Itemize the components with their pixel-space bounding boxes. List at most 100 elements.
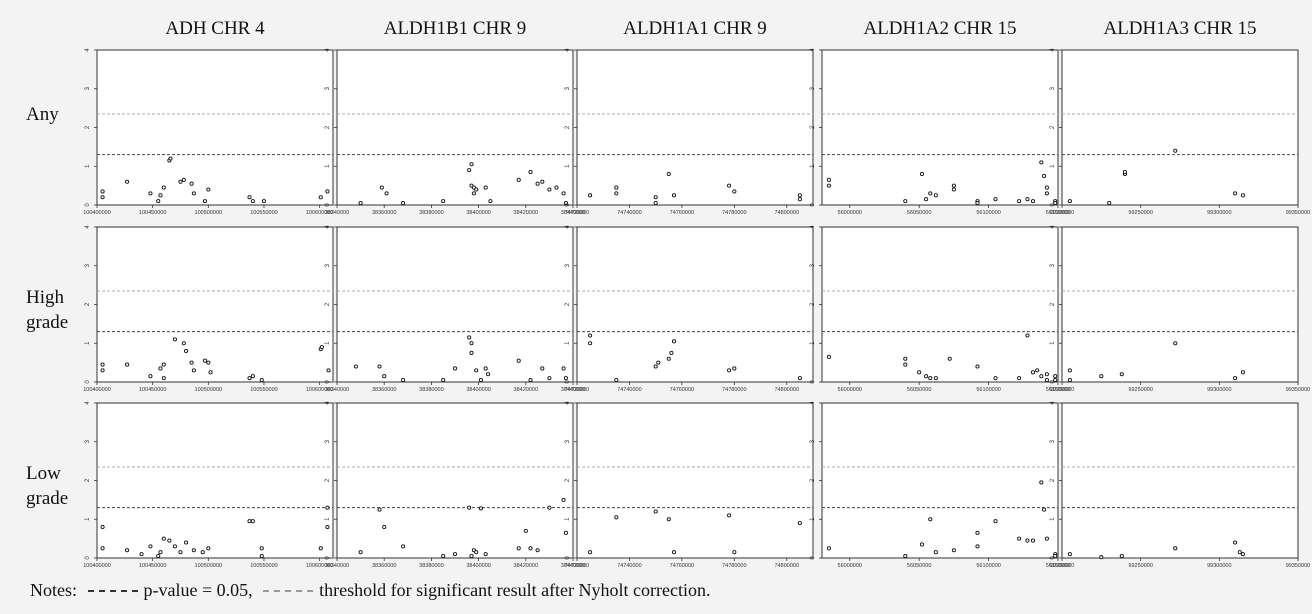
- data-point: [1053, 201, 1058, 206]
- data-point: [547, 376, 552, 381]
- x-tick-label: 74720000: [565, 387, 589, 393]
- y-tick-label: 0: [1050, 203, 1056, 207]
- y-tick-label: 0: [810, 556, 816, 560]
- data-point: [206, 187, 211, 192]
- nyholt-legend-text: threshold for significant result after N…: [319, 580, 711, 600]
- data-point: [1017, 199, 1022, 204]
- x-tick-label: 38380000: [419, 563, 443, 569]
- data-point: [528, 546, 533, 551]
- data-point: [1044, 185, 1049, 190]
- data-point: [993, 519, 998, 524]
- data-point: [358, 550, 363, 555]
- data-point: [561, 366, 566, 371]
- data-point: [903, 362, 908, 367]
- data-point: [250, 519, 255, 524]
- y-tick-label: 0: [1050, 556, 1056, 560]
- data-point: [1042, 173, 1047, 178]
- y-tick-label: 0: [85, 556, 91, 560]
- x-tick-label: 100400000: [83, 387, 111, 393]
- data-point: [1233, 376, 1238, 381]
- y-tick-label: 1: [85, 517, 91, 521]
- data-point: [561, 191, 566, 196]
- y-tick-label: 3: [810, 439, 816, 443]
- data-point: [1099, 374, 1104, 379]
- x-tick-label: 74760000: [670, 210, 694, 216]
- x-tick-label: 74720000: [565, 210, 589, 216]
- data-point: [669, 350, 674, 355]
- data-point: [467, 335, 472, 340]
- data-point: [1119, 554, 1124, 559]
- data-point: [919, 542, 925, 547]
- data-point: [666, 517, 671, 522]
- y-tick-label: 0: [565, 556, 571, 560]
- nyholt-legend-line: [263, 589, 314, 592]
- x-tick-label: 74760000: [670, 563, 694, 569]
- data-point: [178, 550, 183, 555]
- y-tick-label: 0: [325, 380, 331, 384]
- data-point: [540, 179, 545, 184]
- x-tick-label: 56050000: [907, 210, 931, 216]
- x-tick-label: 38420000: [514, 210, 538, 216]
- data-point: [184, 540, 189, 545]
- data-point: [933, 550, 938, 555]
- data-point: [1067, 368, 1072, 373]
- column-title: ADH CHR 4: [165, 18, 265, 39]
- data-point: [588, 333, 593, 338]
- y-tick-label: 0: [565, 203, 571, 207]
- row-label: Low grade: [26, 463, 69, 509]
- data-point: [1122, 170, 1127, 175]
- y-tick-label: 2: [325, 302, 331, 306]
- x-tick-label: 56100000: [976, 387, 1000, 393]
- data-point: [441, 554, 446, 559]
- data-point: [148, 544, 153, 549]
- data-point: [535, 548, 540, 553]
- data-point: [1173, 341, 1178, 346]
- y-tick-label: 4: [1050, 48, 1056, 52]
- y-tick-label: 3: [325, 263, 331, 267]
- data-point: [191, 191, 196, 196]
- data-point: [1233, 191, 1238, 196]
- data-point: [951, 187, 956, 192]
- plot-frame: [576, 49, 814, 206]
- data-point: [250, 374, 255, 379]
- data-point: [172, 544, 177, 549]
- y-tick-label: 2: [810, 478, 816, 482]
- y-tick-label: 4: [810, 401, 816, 405]
- data-point: [467, 505, 472, 510]
- x-tick-label: 74780000: [722, 563, 746, 569]
- y-tick-label: 4: [325, 48, 331, 52]
- pvalue-legend-line: [87, 589, 138, 592]
- data-point: [100, 189, 105, 194]
- data-point: [903, 554, 908, 559]
- data-point: [382, 374, 387, 379]
- data-point: [325, 524, 330, 530]
- data-point: [100, 195, 105, 200]
- x-tick-label: 74740000: [617, 210, 641, 216]
- data-point: [441, 378, 446, 383]
- x-tick-label: 74800000: [775, 387, 799, 393]
- y-tick-label: 4: [810, 48, 816, 52]
- y-tick-label: 1: [325, 517, 331, 521]
- y-tick-label: 4: [565, 48, 571, 52]
- data-point: [732, 366, 737, 371]
- y-tick-label: 4: [85, 48, 91, 52]
- data-point: [471, 191, 476, 196]
- data-point: [247, 519, 252, 524]
- plot-frame: [1061, 226, 1299, 383]
- x-tick-label: 56000000: [838, 563, 862, 569]
- data-point: [191, 368, 196, 373]
- data-point: [1067, 199, 1072, 204]
- x-tick-label: 99350000: [1286, 387, 1310, 393]
- data-point: [933, 376, 938, 381]
- x-tick-label: 74780000: [722, 210, 746, 216]
- data-point: [474, 187, 479, 192]
- data-point: [797, 521, 802, 526]
- data-point: [903, 199, 908, 204]
- y-tick-label: 2: [1050, 125, 1056, 129]
- data-point: [1107, 201, 1112, 206]
- panel: 0 1 2 3 4 56000000 56050000 56100000 56150000: [810, 401, 1070, 569]
- data-point: [100, 546, 105, 551]
- data-point: [1039, 480, 1044, 485]
- data-point: [797, 193, 802, 198]
- data-point: [554, 185, 559, 190]
